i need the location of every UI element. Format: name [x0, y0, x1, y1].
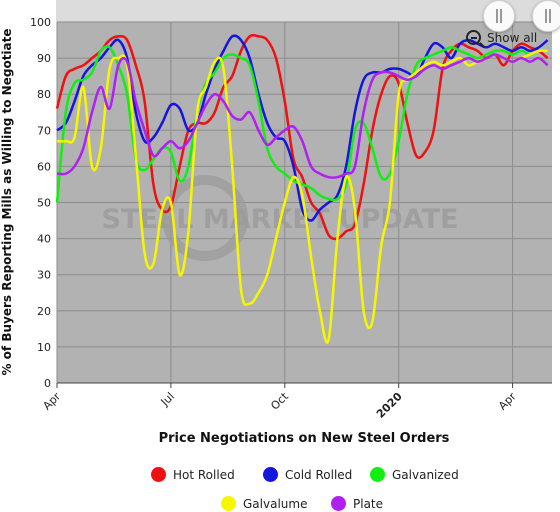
legend-label: Galvanized	[392, 467, 459, 482]
y-tick-label: 90	[37, 52, 51, 65]
legend-swatch	[221, 496, 236, 511]
legend-item-plate[interactable]: Plate	[331, 496, 383, 511]
legend-label: Cold Rolled	[285, 467, 353, 482]
legend-item-hot-rolled[interactable]: Hot Rolled	[151, 467, 235, 482]
x-tick-label: Apr	[496, 390, 519, 413]
y-tick-label: 60	[37, 160, 51, 173]
x-tick-label: Apr	[40, 390, 63, 413]
y-axis-ticks: 0 10 20 30 40 50 60 70 80 90 100	[30, 16, 51, 390]
legend-swatch	[263, 467, 278, 482]
legend: Hot Rolled Cold Rolled Galvanized Galval…	[0, 462, 560, 512]
legend-label: Plate	[353, 496, 384, 511]
watermark-logo	[162, 175, 248, 261]
legend-swatch	[151, 467, 166, 482]
series-line-plate[interactable]	[56, 53, 549, 179]
x-tick-label: Jul	[158, 390, 177, 409]
zoom-out-icon	[466, 30, 481, 45]
grip-icon	[545, 9, 551, 23]
legend-item-galvanized[interactable]: Galvanized	[370, 467, 459, 482]
legend-label: Hot Rolled	[173, 467, 235, 482]
x-tick-label: 2020	[374, 390, 405, 421]
y-tick-label: 100	[30, 16, 51, 29]
legend-swatch	[370, 467, 385, 482]
show-all-label: Show all	[487, 30, 538, 45]
x-axis-label: Price Negotiations on New Steel Orders	[159, 431, 450, 446]
y-tick-label: 10	[37, 341, 51, 354]
legend-item-galvalume[interactable]: Galvalume	[221, 496, 307, 511]
y-tick-label: 0	[44, 377, 51, 390]
navigator-right-handle[interactable]	[532, 0, 560, 32]
y-tick-label: 30	[37, 269, 51, 282]
navigator-bar[interactable]	[56, 0, 560, 22]
show-all-button[interactable]: Show all	[466, 30, 537, 45]
legend-swatch	[331, 496, 346, 511]
x-axis-ticks: Apr Jul Oct 2020 Apr	[40, 382, 552, 421]
y-tick-label: 70	[37, 124, 51, 137]
y-tick-label: 80	[37, 88, 51, 101]
legend-label: Galvalume	[243, 496, 308, 511]
y-tick-label: 50	[37, 197, 51, 210]
y-tick-label: 20	[37, 305, 51, 318]
navigator-left-handle[interactable]	[483, 0, 515, 32]
y-axis-label: % of Buyers Reporting Mills as Willing t…	[0, 28, 14, 375]
series-line-galvalume[interactable]	[56, 49, 548, 344]
legend-item-cold-rolled[interactable]: Cold Rolled	[263, 467, 352, 482]
series-line-hot-rolled[interactable]	[55, 33, 549, 241]
y-tick-label: 40	[37, 233, 51, 246]
x-tick-label: Oct	[268, 389, 291, 412]
grip-icon	[496, 9, 502, 23]
